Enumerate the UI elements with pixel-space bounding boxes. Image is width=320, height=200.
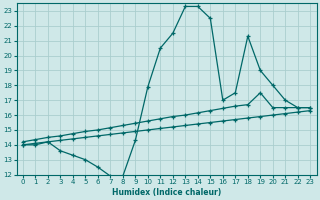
X-axis label: Humidex (Indice chaleur): Humidex (Indice chaleur) <box>112 188 221 197</box>
